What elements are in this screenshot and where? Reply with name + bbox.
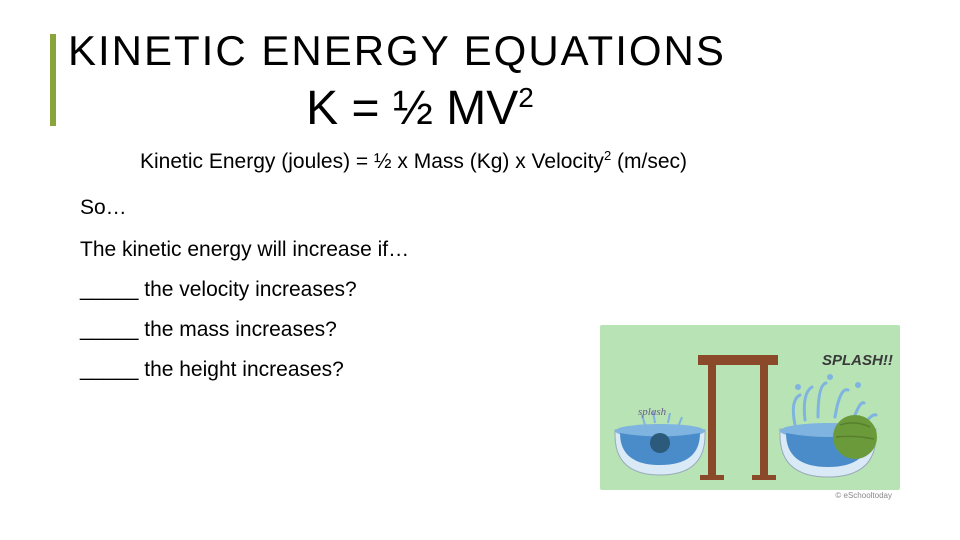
equation-sup: 2 <box>518 82 534 113</box>
eq-desc-pre: Kinetic Energy (joules) = ½ x Mass (Kg) … <box>140 150 604 173</box>
accent-bar <box>50 34 56 126</box>
question-1: _____ the velocity increases? <box>80 278 910 302</box>
main-equation: K = ½ MV2 <box>0 81 910 136</box>
eq-desc-post: (m/sec) <box>611 150 687 173</box>
so-text: So… <box>80 196 910 220</box>
equation-description: Kinetic Energy (joules) = ½ x Mass (Kg) … <box>140 148 910 174</box>
equation-base: K = ½ MV <box>306 82 518 135</box>
svg-text:SPLASH!!: SPLASH!! <box>822 352 893 369</box>
statement-text: The kinetic energy will increase if… <box>80 238 910 262</box>
page-title: KINETIC ENERGY EQUATIONS <box>68 28 910 73</box>
splash-illustration: splash SPLASH!! <box>600 325 900 490</box>
svg-text:splash: splash <box>638 406 667 418</box>
copyright-text: © eSchooltoday <box>835 491 892 500</box>
